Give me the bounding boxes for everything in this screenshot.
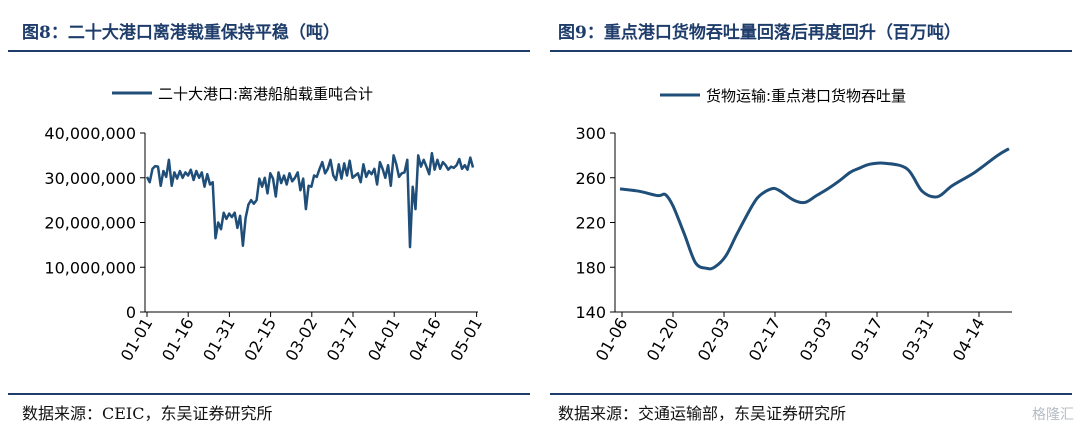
x-tick-label: 01-20 xyxy=(643,315,683,365)
legend-label: 货物运输:重点港口货物吞吐量 xyxy=(706,87,906,105)
x-tick-label: 05-01 xyxy=(446,314,486,364)
x-tick-label: 02-17 xyxy=(745,315,785,365)
left-line-chart: 0 10,000,000 20,000,000 30,000,000 40,000,00… xyxy=(44,85,486,365)
y-tick-label: 260 xyxy=(575,169,606,188)
x-tick-label: 03-17 xyxy=(847,315,887,365)
left-source-rule xyxy=(8,393,530,395)
y-tick-label: 180 xyxy=(575,258,606,277)
y-tick-label: 10,000,000 xyxy=(44,258,136,277)
left-source-note: 数据来源：CEIC，东吴证券研究所 xyxy=(22,404,273,423)
x-tick-label: 03-31 xyxy=(898,315,938,365)
right-source-note: 数据来源：交通运输部，东吴证券研究所 xyxy=(558,404,847,423)
x-tick-label: 04-14 xyxy=(949,315,989,365)
x-tick-label: 03-02 xyxy=(282,315,322,365)
left-figure-title: 图8：二十大港口离港载重保持平稳（吨） xyxy=(22,23,340,43)
y-tick-label: 20,000,000 xyxy=(44,214,136,233)
left-figure: 图8：二十大港口离港载重保持平稳（吨） 0 10,000,000 20,000,00… xyxy=(8,23,530,423)
y-tick-label: 300 xyxy=(575,124,606,143)
series-line xyxy=(145,151,475,249)
right-figure: 图9：重点港口货物吞吐量回落后再度回升（百万吨） 140 180 220 260 300… xyxy=(540,0,1080,433)
x-tick-label: 04-16 xyxy=(405,315,445,365)
legend-label: 二十大港口:离港船舶载重吨合计 xyxy=(158,85,373,103)
y-tick-label: 220 xyxy=(575,214,606,233)
y-tick-label: 0 xyxy=(126,303,136,322)
right-title-rule xyxy=(550,50,1072,52)
y-tick-label: 40,000,000 xyxy=(44,124,136,143)
y-tick-label: 140 xyxy=(575,303,606,322)
series-line xyxy=(619,147,1010,271)
right-source-rule xyxy=(550,393,1072,395)
x-tick-label: 01-16 xyxy=(158,315,198,365)
x-tick-label: 01-01 xyxy=(117,315,157,365)
x-tick-label: 04-01 xyxy=(364,315,404,365)
right-figure-title: 图9：重点港口货物吞吐量回落后再度回升（百万吨） xyxy=(558,23,961,43)
x-tick-label: 02-15 xyxy=(240,315,280,365)
x-tick-label: 03-03 xyxy=(796,315,836,365)
left-title-rule xyxy=(8,50,530,52)
y-tick-label: 30,000,000 xyxy=(44,169,136,188)
x-tick-label: 02-03 xyxy=(694,315,734,365)
watermark-logo: 格隆汇 xyxy=(1032,407,1074,423)
x-tick-label: 01-31 xyxy=(199,315,239,365)
x-tick-label: 03-17 xyxy=(323,315,363,365)
